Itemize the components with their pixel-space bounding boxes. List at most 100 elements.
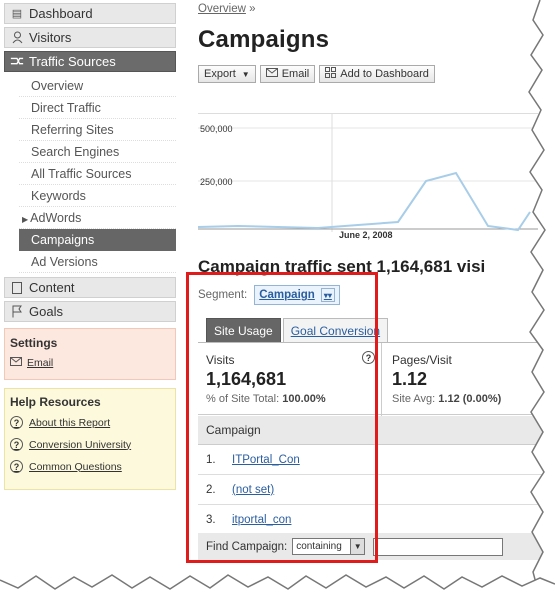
graph-canvas [197, 114, 538, 232]
visits-sub-value: 100.00% [282, 393, 326, 405]
table-row: 2. (not set) [198, 475, 555, 505]
visits-value: 1,164,681 [206, 369, 287, 389]
nav-dashboard[interactable]: ▤ Dashboard [4, 3, 176, 24]
toolbar: Export ▼ Email Add to Dashboard [198, 65, 555, 83]
subnav-keywords[interactable]: Keywords [19, 185, 176, 207]
double-chevron-down-icon: ▾▾ [320, 288, 335, 302]
torn-edge-right [528, 0, 555, 598]
email-button[interactable]: Email [259, 65, 316, 83]
breadcrumb-separator: » [249, 3, 256, 15]
envelope-icon [265, 68, 278, 80]
tab-goal-conversion[interactable]: Goal Conversion [282, 318, 389, 342]
help-link-questions-label: Common Questions [29, 460, 122, 473]
row-number: 2. [206, 483, 216, 496]
subnav-overview[interactable]: Overview [19, 75, 176, 97]
segment-row: Segment: Campaign ▾▾ [198, 285, 340, 305]
segment-select[interactable]: Campaign ▾▾ [254, 285, 340, 305]
report-tabs: Site Usage Goal Conversion [206, 318, 389, 342]
subnav-campaigns[interactable]: Campaigns [19, 229, 176, 251]
nav-traffic-sources-label: Traffic Sources [29, 54, 116, 69]
nav-traffic-sources[interactable]: Traffic Sources [4, 51, 176, 72]
settings-title: Settings [10, 336, 58, 350]
flag-icon [10, 305, 24, 319]
person-icon [10, 31, 24, 45]
campaign-column-header[interactable]: Campaign [198, 416, 555, 445]
subnav-referring-sites[interactable]: Referring Sites [19, 119, 176, 141]
pages-label: Pages/Visit [392, 353, 452, 367]
nav-content[interactable]: Content [4, 277, 176, 298]
visits-sub-label: % of Site Total: [206, 393, 280, 405]
visits-graph: 500,000 250,000 June 2, 2008 [197, 113, 538, 243]
envelope-icon [10, 357, 22, 369]
help-resources-box: Help Resources ? About this Report ? Conve… [4, 388, 176, 490]
segment-label: Segment: [198, 289, 248, 301]
pages-sub: Site Avg: 1.12 (0.00%) [392, 393, 501, 405]
expand-arrow-icon: ▶ [22, 215, 29, 224]
pages-sub-value: 1.12 (0.00%) [438, 393, 502, 405]
campaign-link[interactable]: itportal_con [232, 513, 292, 526]
traffic-subnav: Overview Direct Traffic Referring Sites … [19, 75, 176, 273]
subnav-all-traffic-sources[interactable]: All Traffic Sources [19, 163, 176, 185]
tab-site-usage[interactable]: Site Usage [206, 318, 281, 342]
add-to-dashboard-button[interactable]: Add to Dashboard [319, 65, 435, 83]
nav-visitors[interactable]: Visitors [4, 27, 176, 48]
table-row: 1. ITPortal_Con [198, 445, 555, 475]
email-settings-link[interactable]: Email [10, 357, 170, 369]
subnav-ad-versions[interactable]: Ad Versions [19, 251, 176, 273]
pages-per-visit-metric: Pages/Visit 1.12 Site Avg: 1.12 (0.00%) [392, 353, 501, 405]
find-campaign-bar: Find Campaign: containing ▼ [198, 533, 555, 560]
x-axis-date-label: June 2, 2008 [339, 230, 393, 240]
campaign-table: Campaign 1. ITPortal_Con 2. (not set) 3.… [198, 416, 555, 535]
help-icon: ? [10, 438, 23, 451]
chevron-down-icon: ▼ [241, 69, 250, 79]
campaign-link[interactable]: (not set) [232, 483, 275, 496]
pages-sub-label: Site Avg: [392, 393, 436, 405]
campaign-link[interactable]: ITPortal_Con [232, 453, 300, 466]
campaign-traffic-headline: Campaign traffic sent 1,164,681 visi [198, 257, 486, 276]
breadcrumb-overview-link[interactable]: Overview [198, 3, 246, 15]
table-row: 3. itportal_con [198, 505, 555, 535]
y-axis-label-500k: 500,000 [200, 124, 233, 134]
content-icon [10, 281, 24, 295]
find-match-value: containing [296, 541, 342, 552]
email-settings-label: Email [27, 357, 54, 369]
subnav-search-engines[interactable]: Search Engines [19, 141, 176, 163]
row-number: 1. [206, 453, 216, 466]
nav-goals[interactable]: Goals [4, 301, 176, 322]
breadcrumb: Overview » [198, 3, 555, 15]
export-label: Export [204, 68, 236, 80]
add-to-dashboard-label: Add to Dashboard [340, 68, 429, 80]
subnav-adwords-label: AdWords [30, 211, 82, 225]
main-content: Overview » Campaigns Export ▼ Email Add t… [197, 3, 555, 560]
subnav-adwords[interactable]: ▶ AdWords [19, 207, 176, 229]
nav-goals-label: Goals [29, 304, 63, 319]
help-icon[interactable]: ? [362, 351, 375, 364]
nav-content-label: Content [29, 280, 75, 295]
dashboard-grid-icon [325, 67, 337, 81]
visits-line [197, 171, 531, 232]
visits-sub: % of Site Total: 100.00% [206, 393, 326, 405]
find-campaign-input[interactable] [373, 537, 504, 556]
help-resources-title: Help Resources [10, 395, 101, 409]
help-link-conversion[interactable]: ? Conversion University [10, 438, 170, 451]
nav-dashboard-label: Dashboard [29, 6, 93, 21]
export-button[interactable]: Export ▼ [198, 65, 256, 83]
help-icon: ? [10, 416, 23, 429]
sidebar: ▤ Dashboard Visitors Traffic Sources Ove… [4, 3, 176, 490]
visits-label: Visits [206, 353, 235, 367]
row-number: 3. [206, 513, 216, 526]
metric-divider [381, 343, 382, 416]
torn-edge-bottom [0, 574, 555, 598]
help-link-about[interactable]: ? About this Report [10, 416, 170, 429]
help-link-questions[interactable]: ? Common Questions [10, 460, 170, 473]
help-link-about-label: About this Report [29, 416, 111, 429]
find-match-select[interactable]: containing ▼ [292, 538, 366, 555]
visits-metric: Visits 1,164,681 % of Site Total: 100.00… [206, 353, 326, 405]
page-title: Campaigns [198, 26, 330, 53]
email-label: Email [281, 68, 310, 80]
pages-value: 1.12 [392, 369, 428, 389]
subnav-direct-traffic[interactable]: Direct Traffic [19, 97, 176, 119]
chevron-down-icon: ▼ [350, 539, 365, 554]
y-axis-label-250k: 250,000 [200, 177, 233, 187]
